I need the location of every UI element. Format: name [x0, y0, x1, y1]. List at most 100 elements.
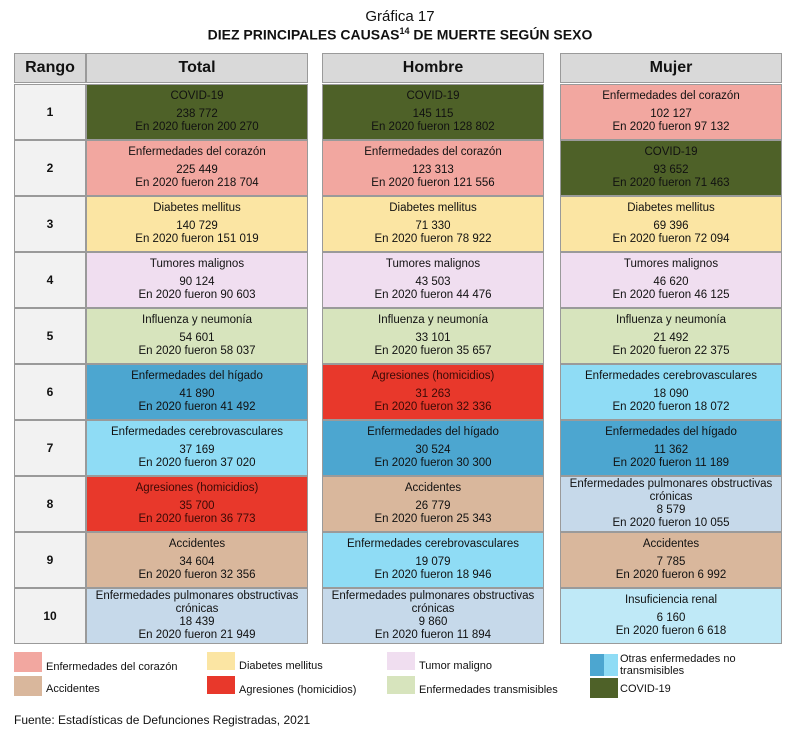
- cause-prev-year: En 2020 fueron 36 773: [138, 513, 256, 525]
- cause-name: Accidentes: [168, 538, 226, 550]
- cause-cell-male: Influenza y neumonía 33 101 En 2020 fueron…: [322, 308, 544, 364]
- cause-cell-total: Enfermedades pulmonares obstructivas cró…: [86, 588, 308, 644]
- cause-value: 54 601: [179, 332, 215, 344]
- cause-value: 37 169: [179, 444, 215, 456]
- legend-swatch-influenza: [387, 676, 415, 694]
- cause-cell-male: Enfermedades cerebrovasculares 19 079 En 2…: [322, 532, 544, 588]
- rank-cell: 5: [14, 308, 86, 364]
- cause-cell-total: Enfermedades del hígado 41 890 En 2020 fue…: [86, 364, 308, 420]
- cause-prev-year: En 2020 fueron 72 094: [612, 233, 730, 245]
- cause-prev-year: En 2020 fueron 46 125: [612, 289, 730, 301]
- cause-name: Enfermedades cerebrovasculares: [347, 538, 519, 550]
- cause-cell-total: Influenza y neumonía 54 601 En 2020 fueron…: [86, 308, 308, 364]
- cause-prev-year: En 2020 fueron 30 300: [374, 457, 492, 469]
- cause-prev-year: En 2020 fueron 97 132: [612, 121, 730, 133]
- column-header-rank: Rango: [14, 53, 86, 83]
- rank-cell: 6: [14, 364, 86, 420]
- cause-cell-female: Enfermedades del hígado 11 362 En 2020 fue…: [560, 420, 782, 476]
- cause-prev-year: En 2020 fueron 200 270: [135, 121, 259, 133]
- legend-swatch-diabetes: [207, 652, 235, 670]
- column-header-female: Mujer: [560, 53, 782, 83]
- cause-prev-year: En 2020 fueron 18 072: [612, 401, 730, 413]
- cause-cell-female: Insuficiencia renal 6 160 En 2020 fueron 6…: [560, 588, 782, 644]
- cause-prev-year: En 2020 fueron 218 704: [135, 177, 259, 189]
- cause-name: Agresiones (homicidios): [135, 482, 259, 494]
- cause-cell-female: Enfermedades cerebrovasculares 18 090 En 2…: [560, 364, 782, 420]
- cause-cell-female: Influenza y neumonía 21 492 En 2020 fueron…: [560, 308, 782, 364]
- cause-name: Enfermedades del hígado: [367, 426, 499, 438]
- cause-name: Accidentes: [642, 538, 700, 550]
- cause-value: 34 604: [179, 556, 215, 568]
- cause-value: 30 524: [415, 444, 451, 456]
- cause-value: 225 449: [176, 164, 218, 176]
- cause-name: Enfermedades del hígado: [131, 370, 263, 382]
- cause-name: Tumores malignos: [385, 258, 481, 270]
- cause-value: 35 700: [179, 500, 215, 512]
- cause-prev-year: En 2020 fueron 71 463: [612, 177, 730, 189]
- cause-value: 90 124: [179, 276, 215, 288]
- cause-prev-year: En 2020 fueron 32 356: [138, 569, 256, 581]
- rank-cell: 4: [14, 252, 86, 308]
- cause-name: Diabetes mellitus: [153, 202, 241, 214]
- legend-label-other: Otras enfermedades no transmisibles: [620, 653, 736, 677]
- rank-cell: 9: [14, 532, 86, 588]
- cause-value: 123 313: [412, 164, 454, 176]
- cause-name: Enfermedades cerebrovasculares: [585, 370, 757, 382]
- cause-value: 21 492: [653, 332, 689, 344]
- cause-prev-year: En 2020 fueron 35 657: [374, 345, 492, 357]
- cause-name: COVID-19: [644, 146, 698, 158]
- cause-prev-year: En 2020 fueron 6 618: [615, 625, 727, 637]
- subtitle-footnote: 14: [399, 26, 410, 36]
- legend-label-heart: Enfermedades del corazón: [46, 661, 178, 673]
- cause-cell-male: Enfermedades del hígado 30 524 En 2020 fue…: [322, 420, 544, 476]
- cause-name: Enfermedades pulmonares obstructivas cró…: [95, 590, 299, 615]
- cause-prev-year: En 2020 fueron 21 949: [138, 629, 256, 641]
- cause-prev-year: En 2020 fueron 44 476: [374, 289, 492, 301]
- source-note: Fuente: Estadísticas de Defunciones Regi…: [14, 713, 311, 727]
- cause-prev-year: En 2020 fueron 32 336: [374, 401, 492, 413]
- chart-title: Gráfica 17: [365, 8, 435, 25]
- cause-name: Insuficiencia renal: [624, 594, 718, 606]
- cause-value: 102 127: [650, 108, 692, 120]
- cause-value: 140 729: [176, 220, 218, 232]
- cause-value: 238 772: [176, 108, 218, 120]
- subtitle-main: DIEZ PRINCIPALES CAUSAS: [207, 26, 400, 43]
- cause-value: 9 860: [418, 616, 448, 628]
- cause-value: 31 263: [415, 388, 451, 400]
- cause-name: Enfermedades cerebrovasculares: [111, 426, 283, 438]
- cause-name: Influenza y neumonía: [378, 314, 488, 326]
- cause-name: Influenza y neumonía: [142, 314, 252, 326]
- cause-name: Enfermedades pulmonares obstructivas cró…: [569, 478, 773, 503]
- cause-value: 8 579: [656, 504, 686, 516]
- cause-name: Diabetes mellitus: [389, 202, 477, 214]
- cause-cell-male: Accidentes 26 779 En 2020 fueron 25 343: [322, 476, 544, 532]
- legend-label-accident: Accidentes: [46, 683, 100, 695]
- cause-cell-total: Enfermedades cerebrovasculares 37 169 En 2…: [86, 420, 308, 476]
- cause-name: Tumores malignos: [149, 258, 245, 270]
- cause-name: COVID-19: [170, 90, 224, 102]
- cause-value: 93 652: [653, 164, 689, 176]
- column-header-total: Total: [86, 53, 308, 83]
- cause-value: 46 620: [653, 276, 689, 288]
- subtitle-rest: DE MUERTE SEGÚN SEXO: [409, 26, 593, 43]
- legend-swatch-accident: [14, 676, 42, 696]
- cause-prev-year: En 2020 fueron 37 020: [138, 457, 256, 469]
- legend-swatch-homicide: [207, 676, 235, 694]
- cause-prev-year: En 2020 fueron 58 037: [138, 345, 256, 357]
- cause-value: 69 396: [653, 220, 689, 232]
- cause-cell-female: Enfermedades del corazón 102 127 En 2020 f…: [560, 84, 782, 140]
- cause-name: Enfermedades del hígado: [605, 426, 737, 438]
- cause-prev-year: En 2020 fueron 18 946: [374, 569, 492, 581]
- cause-value: 33 101: [415, 332, 451, 344]
- cause-name: Agresiones (homicidios): [371, 370, 495, 382]
- cause-cell-female: Accidentes 7 785 En 2020 fueron 6 992: [560, 532, 782, 588]
- cause-prev-year: En 2020 fueron 121 556: [371, 177, 495, 189]
- cause-cell-female: Tumores malignos 46 620 En 2020 fueron 46 …: [560, 252, 782, 308]
- cause-name: Enfermedades del corazón: [364, 146, 502, 158]
- rank-cell: 2: [14, 140, 86, 196]
- cause-prev-year: En 2020 fueron 41 492: [138, 401, 256, 413]
- cause-value: 19 079: [415, 556, 451, 568]
- cause-cell-male: Enfermedades del corazón 123 313 En 2020 f…: [322, 140, 544, 196]
- cause-name: Diabetes mellitus: [627, 202, 715, 214]
- legend-swatch-tumor: [387, 652, 415, 670]
